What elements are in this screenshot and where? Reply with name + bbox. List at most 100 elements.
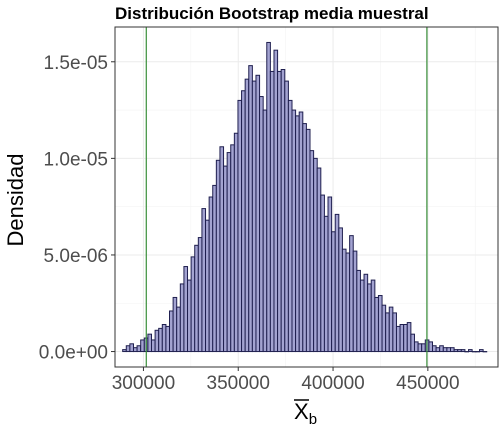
histogram-bar bbox=[302, 123, 307, 353]
histogram-bar bbox=[381, 304, 387, 353]
histogram-bar bbox=[453, 349, 459, 353]
histogram-bar bbox=[262, 109, 268, 353]
histogram-bar bbox=[370, 279, 376, 353]
histogram-bar bbox=[442, 347, 448, 353]
x-axis-label: Xb bbox=[294, 399, 317, 428]
histogram-bar bbox=[367, 283, 372, 353]
histogram-bar bbox=[241, 90, 246, 353]
histogram-bar bbox=[435, 347, 441, 353]
histogram-bar bbox=[190, 256, 196, 353]
histogram-bar bbox=[259, 96, 264, 353]
histogram-bar bbox=[154, 329, 160, 353]
histogram-bar bbox=[446, 347, 452, 353]
histogram-bar bbox=[406, 322, 412, 353]
histogram-bar bbox=[320, 194, 325, 353]
histogram-bar bbox=[208, 196, 214, 353]
x-tick-label: 450000 bbox=[396, 373, 459, 394]
histogram-bar bbox=[251, 80, 257, 353]
histogram-bar bbox=[205, 219, 210, 353]
histogram-bar bbox=[122, 349, 127, 353]
histogram-bar bbox=[194, 244, 199, 353]
histogram-bar bbox=[345, 252, 351, 353]
histogram-bar bbox=[341, 248, 347, 353]
histogram-bar bbox=[147, 333, 152, 353]
x-tick-label: 300000 bbox=[112, 373, 175, 394]
histogram-bar bbox=[295, 115, 300, 353]
histogram-bars bbox=[122, 41, 488, 353]
histogram-bar bbox=[395, 325, 401, 353]
histogram-bar bbox=[460, 349, 466, 353]
histogram-bar bbox=[244, 78, 250, 353]
histogram-bar bbox=[277, 70, 282, 353]
histogram-bar bbox=[165, 325, 171, 353]
histogram-bar bbox=[136, 345, 142, 353]
histogram-bar bbox=[309, 150, 315, 353]
histogram-bar bbox=[176, 306, 181, 353]
histogram-bar bbox=[161, 324, 167, 353]
histogram-bar bbox=[179, 283, 185, 353]
histogram-bar bbox=[237, 99, 243, 353]
histogram-bar bbox=[255, 74, 261, 353]
histogram-bar bbox=[150, 339, 156, 353]
histogram-bar bbox=[219, 146, 225, 353]
histogram-bar bbox=[132, 347, 138, 353]
histogram-bar bbox=[403, 324, 408, 353]
histogram-bar bbox=[359, 279, 365, 353]
histogram-bar bbox=[183, 266, 189, 353]
histogram-bar bbox=[374, 296, 379, 353]
histogram-bar bbox=[323, 215, 329, 353]
histogram-bar bbox=[479, 349, 484, 353]
y-tick-label: 1.5e-05 bbox=[44, 53, 108, 74]
histogram-bar bbox=[291, 109, 297, 353]
histogram-bar bbox=[298, 111, 304, 353]
histogram-bar bbox=[172, 296, 178, 353]
histogram-bar bbox=[334, 213, 340, 353]
histogram-bar bbox=[450, 347, 455, 353]
histogram-bar bbox=[223, 165, 228, 353]
histogram-bar bbox=[129, 343, 134, 353]
interval-lines bbox=[145, 27, 428, 367]
histogram-bar bbox=[431, 345, 437, 353]
histogram-bar bbox=[230, 144, 235, 353]
histogram-bar bbox=[421, 343, 426, 353]
histogram-bar bbox=[125, 345, 131, 353]
histogram-bar bbox=[280, 69, 286, 353]
histogram-bar bbox=[316, 167, 322, 353]
histogram-bar bbox=[233, 132, 239, 353]
x-tick-label: 350000 bbox=[207, 373, 270, 394]
x-axis: 300000 350000 400000 450000 bbox=[112, 367, 460, 394]
histogram-bar bbox=[377, 295, 383, 353]
x-axis-label-main: X bbox=[294, 399, 309, 424]
histogram-bar bbox=[331, 231, 336, 353]
histogram-bar bbox=[266, 41, 271, 353]
histogram-bar bbox=[269, 70, 275, 353]
histogram-bar bbox=[287, 99, 293, 353]
histogram-bar bbox=[197, 237, 203, 353]
histogram-bar bbox=[169, 310, 174, 353]
histogram-bar bbox=[399, 324, 405, 353]
x-axis-label-group: Xb bbox=[294, 399, 317, 428]
chart-title: Distribución Bootstrap media muestral bbox=[115, 4, 429, 23]
x-tick-label: 400000 bbox=[301, 373, 364, 394]
histogram-bar bbox=[417, 343, 423, 353]
histogram-bar bbox=[273, 49, 279, 353]
histogram-bar bbox=[439, 345, 444, 353]
y-tick-label: 0.0e+00 bbox=[39, 343, 108, 364]
panel-border bbox=[114, 26, 499, 368]
histogram-bar bbox=[313, 157, 318, 353]
histogram-bar bbox=[305, 128, 311, 353]
histogram-bar bbox=[248, 65, 253, 353]
histogram-bar bbox=[158, 327, 163, 353]
histogram-bar bbox=[284, 80, 289, 353]
histogram-bar bbox=[201, 208, 207, 353]
histogram-bar bbox=[187, 279, 192, 353]
histogram-bar bbox=[356, 269, 361, 353]
x-axis-label-subscript: b bbox=[309, 411, 317, 428]
histogram-bar bbox=[226, 152, 232, 353]
histogram-bar bbox=[327, 196, 333, 353]
y-tick-label: 5.0e-06 bbox=[44, 246, 108, 267]
histogram-bar bbox=[392, 312, 397, 353]
histogram-bar bbox=[212, 184, 217, 353]
histogram-bar bbox=[457, 349, 462, 353]
